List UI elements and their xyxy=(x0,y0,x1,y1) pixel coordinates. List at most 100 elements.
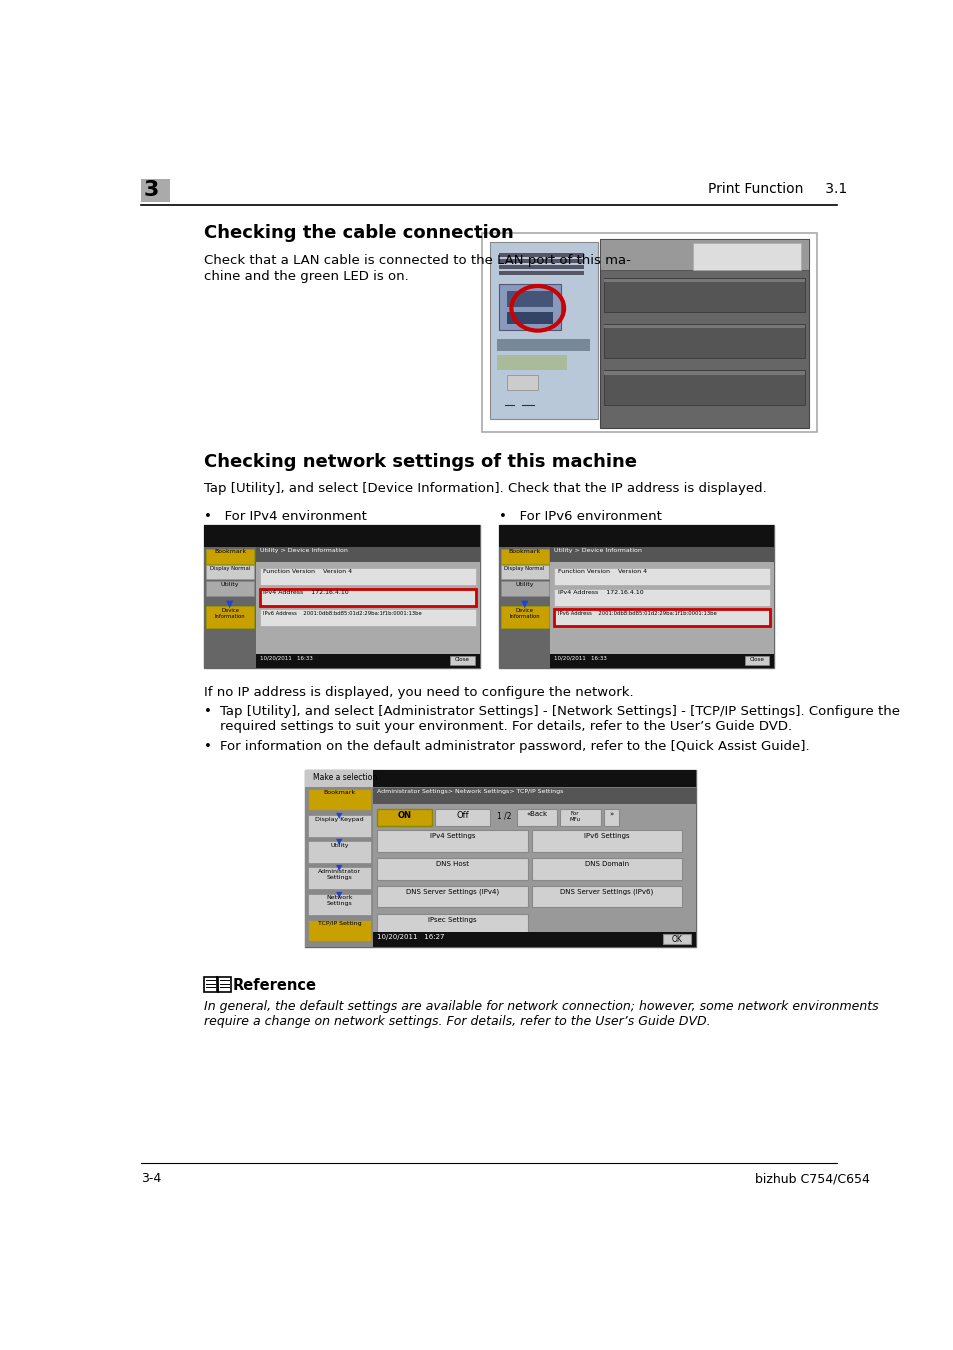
Text: If no IP address is displayed, you need to configure the network.: If no IP address is displayed, you need … xyxy=(204,686,634,698)
FancyBboxPatch shape xyxy=(500,566,548,579)
FancyBboxPatch shape xyxy=(377,886,527,907)
Text: TCP/IP Setting: TCP/IP Setting xyxy=(317,921,361,926)
Text: Close: Close xyxy=(749,657,763,661)
FancyBboxPatch shape xyxy=(531,830,681,852)
FancyBboxPatch shape xyxy=(497,355,567,370)
Text: Utility: Utility xyxy=(330,842,348,848)
Text: Reference: Reference xyxy=(233,979,316,994)
Text: IPsec Settings: IPsec Settings xyxy=(428,917,476,922)
FancyBboxPatch shape xyxy=(498,284,560,329)
Text: Tap [Utility], and select [Device Information]. Check that the IP address is dis: Tap [Utility], and select [Device Inform… xyxy=(204,482,766,494)
FancyBboxPatch shape xyxy=(206,548,253,564)
Text: require a change on network settings. For details, refer to the User’s Guide DVD: require a change on network settings. Fo… xyxy=(204,1015,710,1029)
Text: Display Keypad: Display Keypad xyxy=(314,817,363,822)
FancyBboxPatch shape xyxy=(373,787,695,805)
Text: Close: Close xyxy=(455,657,470,661)
Text: Checking network settings of this machine: Checking network settings of this machin… xyxy=(204,454,637,471)
Text: ▼: ▼ xyxy=(335,864,342,872)
FancyBboxPatch shape xyxy=(489,242,598,420)
FancyBboxPatch shape xyxy=(603,325,804,328)
FancyBboxPatch shape xyxy=(744,656,769,664)
Text: Bookmark: Bookmark xyxy=(323,790,355,795)
Text: 3-4: 3-4 xyxy=(141,1172,161,1185)
Text: Print Function     3.1: Print Function 3.1 xyxy=(707,182,846,196)
FancyBboxPatch shape xyxy=(305,787,373,948)
Text: •   For IPv6 environment: • For IPv6 environment xyxy=(498,510,661,522)
Text: Function Version    Version 4: Function Version Version 4 xyxy=(263,570,353,574)
Text: Device
Information: Device Information xyxy=(214,608,245,620)
Text: »: » xyxy=(609,811,613,817)
FancyBboxPatch shape xyxy=(550,547,773,563)
FancyBboxPatch shape xyxy=(206,606,253,628)
Text: Utility > Device Information: Utility > Device Information xyxy=(259,548,347,552)
FancyBboxPatch shape xyxy=(554,609,769,626)
Text: Utility: Utility xyxy=(220,582,239,587)
FancyBboxPatch shape xyxy=(559,809,599,826)
Text: Make a selection.: Make a selection. xyxy=(313,772,379,782)
Text: IPv6 Settings: IPv6 Settings xyxy=(583,833,629,840)
FancyBboxPatch shape xyxy=(373,805,695,931)
FancyBboxPatch shape xyxy=(255,653,479,668)
Text: IPv6 Address    2001:0db8:bd85:01d2:29ba:1f1b:0001:13be: IPv6 Address 2001:0db8:bd85:01d2:29ba:1f… xyxy=(263,612,422,616)
Text: DNS Server Settings (IPv6): DNS Server Settings (IPv6) xyxy=(559,888,653,895)
Text: IPv4 Address    172.16.4.10: IPv4 Address 172.16.4.10 xyxy=(558,590,643,595)
FancyBboxPatch shape xyxy=(307,788,371,810)
FancyBboxPatch shape xyxy=(307,867,371,888)
Text: Network
Settings: Network Settings xyxy=(326,895,353,906)
Text: Device
Information: Device Information xyxy=(509,608,539,620)
Text: Check that a LAN cable is connected to the LAN port of this ma-: Check that a LAN cable is connected to t… xyxy=(204,254,631,267)
FancyBboxPatch shape xyxy=(373,771,695,787)
FancyBboxPatch shape xyxy=(204,547,255,668)
FancyBboxPatch shape xyxy=(500,548,548,564)
FancyBboxPatch shape xyxy=(498,547,550,668)
FancyBboxPatch shape xyxy=(554,568,769,585)
FancyBboxPatch shape xyxy=(373,931,695,948)
FancyBboxPatch shape xyxy=(307,815,371,837)
Text: ON: ON xyxy=(397,811,411,819)
Text: Administrator
Settings: Administrator Settings xyxy=(317,869,360,880)
Text: Utility: Utility xyxy=(515,582,534,587)
FancyBboxPatch shape xyxy=(377,830,527,852)
FancyBboxPatch shape xyxy=(531,886,681,907)
FancyBboxPatch shape xyxy=(450,656,475,664)
FancyBboxPatch shape xyxy=(218,976,231,992)
FancyBboxPatch shape xyxy=(305,771,695,948)
Text: ▼: ▼ xyxy=(335,890,342,899)
FancyBboxPatch shape xyxy=(517,809,557,826)
FancyBboxPatch shape xyxy=(141,180,171,202)
Text: bizhub C754/C654: bizhub C754/C654 xyxy=(754,1172,869,1185)
FancyBboxPatch shape xyxy=(599,239,808,270)
FancyBboxPatch shape xyxy=(498,525,773,668)
FancyBboxPatch shape xyxy=(603,279,804,282)
Text: chine and the green LED is on.: chine and the green LED is on. xyxy=(204,270,409,282)
FancyBboxPatch shape xyxy=(498,252,583,256)
FancyBboxPatch shape xyxy=(603,278,804,312)
FancyBboxPatch shape xyxy=(206,580,253,597)
FancyBboxPatch shape xyxy=(662,934,691,944)
Text: For information on the default administrator password, refer to the [Quick Assis: For information on the default administr… xyxy=(220,740,809,752)
FancyBboxPatch shape xyxy=(550,563,773,653)
FancyBboxPatch shape xyxy=(305,771,695,787)
Text: Checking the cable connection: Checking the cable connection xyxy=(204,224,514,242)
Text: •: • xyxy=(204,740,213,752)
Text: DNS Server Settings (IPv4): DNS Server Settings (IPv4) xyxy=(406,888,498,895)
FancyBboxPatch shape xyxy=(204,525,479,668)
Text: DNS Domain: DNS Domain xyxy=(584,861,628,867)
FancyBboxPatch shape xyxy=(599,239,808,428)
FancyBboxPatch shape xyxy=(206,566,253,579)
Text: DNS Host: DNS Host xyxy=(436,861,469,867)
Text: 3: 3 xyxy=(144,181,159,201)
FancyBboxPatch shape xyxy=(204,976,216,992)
FancyBboxPatch shape xyxy=(307,894,371,915)
FancyBboxPatch shape xyxy=(307,841,371,863)
Text: IPv4 Settings: IPv4 Settings xyxy=(429,833,475,840)
Text: Display Normal: Display Normal xyxy=(210,566,250,571)
FancyBboxPatch shape xyxy=(259,568,476,585)
Text: 10/20/2011   16:33: 10/20/2011 16:33 xyxy=(554,656,606,660)
Text: Off: Off xyxy=(456,811,468,819)
FancyBboxPatch shape xyxy=(692,243,801,270)
Text: •: • xyxy=(204,705,213,718)
FancyBboxPatch shape xyxy=(498,525,773,547)
FancyBboxPatch shape xyxy=(204,525,479,547)
Text: 10/20/2011   16:27: 10/20/2011 16:27 xyxy=(377,934,444,940)
